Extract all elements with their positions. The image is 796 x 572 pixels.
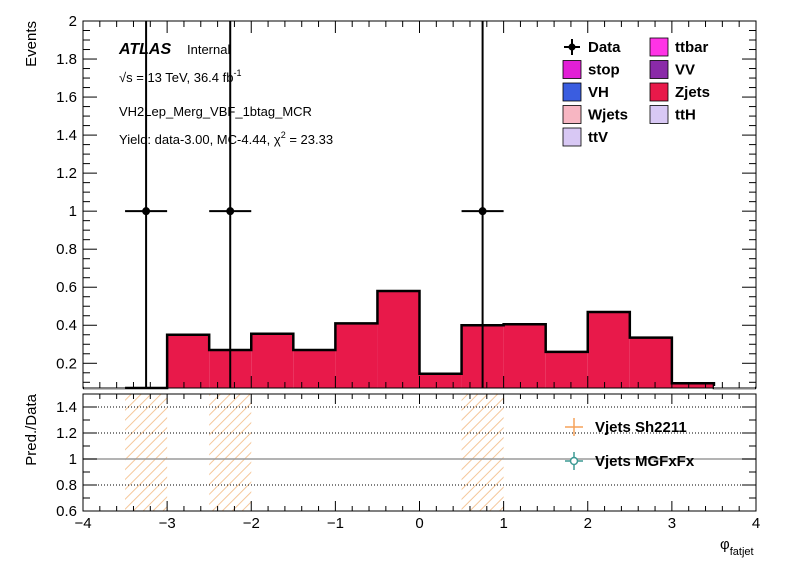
legend-swatch (649, 82, 669, 102)
y-tick-label: 0.8 (56, 241, 77, 258)
main-y-axis-title: Events (23, 21, 40, 67)
hist-bar (545, 351, 588, 388)
hist-bar (629, 337, 672, 388)
x-tick-label: −2 (243, 515, 260, 532)
energy-lumi-label: √s = 13 TeV, 36.4 fb-1 (119, 68, 242, 85)
legend-swatch (649, 37, 669, 57)
ratio-y-tick-label: 1.4 (56, 399, 77, 416)
ratio-legend-marker-dot (569, 456, 579, 466)
legend-label: VV (675, 62, 695, 79)
hist-bar (251, 333, 294, 388)
hist-bar (293, 349, 336, 388)
stack-histogram (83, 289, 756, 390)
legend-label: Zjets (675, 84, 710, 101)
ratio-panel: 0.6 0.8 1 1.2 1.4 −4 −3 −2 −1 0 1 2 3 4 Pred./Data φ… (23, 393, 760, 558)
legend-label: Data (588, 39, 621, 56)
x-tick-label: 0 (415, 515, 423, 532)
hist-bar (335, 323, 378, 388)
ratio-y-axis-title: Pred./Data (23, 393, 40, 465)
hist-bar (503, 324, 546, 388)
legend-swatch (562, 105, 582, 124)
ratio-x-ticks: −4 −3 −2 −1 0 1 2 3 4 (74, 394, 760, 532)
data-point (226, 207, 235, 216)
y-tick-label: 0.2 (56, 355, 77, 372)
legend-swatch (562, 127, 582, 147)
ratio-y-tick-label: 0.6 (56, 503, 77, 520)
ratio-hatched-bin (209, 394, 252, 511)
legend-swatch (562, 82, 582, 102)
y-tick-label: 1 (69, 203, 77, 220)
x-tick-label: 4 (752, 515, 760, 532)
legend-marker-dot (568, 43, 576, 51)
ratio-legend: Vjets Sh2211 Vjets MGFxFx (565, 418, 695, 470)
ratio-hatched-bin (461, 394, 504, 511)
main-legend: Data ttbar stop VV VH Zjets Wjets ttH ttV (562, 37, 710, 147)
x-tick-label: 2 (584, 515, 592, 532)
ratio-y-tick-label: 0.8 (56, 477, 77, 494)
ratio-hatched-bins (125, 394, 504, 511)
atlas-label: ATLAS (118, 41, 171, 58)
main-x-ticks (82, 21, 757, 388)
legend-swatch (649, 105, 669, 124)
hist-outline (83, 289, 756, 390)
legend-label: stop (588, 62, 620, 79)
yield-label: Yield: data-3.00, MC-4.44, χ2 = 23.33 (119, 130, 333, 147)
internal-label: Internal (187, 42, 230, 57)
main-panel: 0.20.40.60.811.21.41.61.82 Events ATLAS … (23, 13, 757, 390)
y-tick-label: 1.8 (56, 51, 77, 68)
ratio-y-tick-label: 1.2 (56, 425, 77, 442)
hist-bar (167, 334, 210, 388)
region-label: VH2Lep_Merg_VBF_1btag_MCR (119, 104, 312, 119)
legend-label: ttH (675, 107, 696, 124)
y-tick-label: 0.6 (56, 279, 77, 296)
hist-bar (587, 311, 630, 388)
x-axis-title: φfatjet (720, 536, 754, 558)
legend-label: ttbar (675, 39, 708, 56)
legend-label: VH (588, 84, 609, 101)
data-points (125, 21, 504, 388)
ratio-legend-label: Vjets MGFxFx (595, 453, 695, 470)
hist-bar (671, 383, 714, 388)
y-tick-label: 1.4 (56, 127, 77, 144)
ratio-y-tick-label: 1 (69, 451, 77, 468)
x-tick-label: 3 (668, 515, 676, 532)
ratio-legend-label: Vjets Sh2211 (595, 419, 687, 436)
x-tick-label: −4 (74, 515, 91, 532)
legend-label: ttV (588, 129, 608, 146)
y-tick-label: 0.4 (56, 317, 77, 334)
legend-label: Wjets (588, 107, 628, 124)
x-tick-label: 1 (499, 515, 507, 532)
data-point (142, 207, 151, 216)
ratio-y-ticks: 0.6 0.8 1 1.2 1.4 (56, 399, 756, 520)
ratio-grid-lines (83, 406, 756, 486)
y-tick-label: 2 (69, 13, 77, 30)
ratio-hatched-bin (125, 394, 168, 511)
x-tick-label: −3 (159, 515, 176, 532)
y-tick-label: 1.6 (56, 89, 77, 106)
hist-bar (419, 373, 462, 388)
x-tick-label: −1 (327, 515, 344, 532)
data-point (478, 207, 487, 216)
main-y-ticks: 0.2 0.4 0.6 0.8 1 1.2 1.4 1.6 1.8 2 (56, 13, 756, 383)
legend-swatch (649, 60, 669, 79)
hist-bar (377, 291, 420, 388)
legend-swatch (562, 60, 582, 79)
y-tick-label: 1.2 (56, 165, 77, 182)
